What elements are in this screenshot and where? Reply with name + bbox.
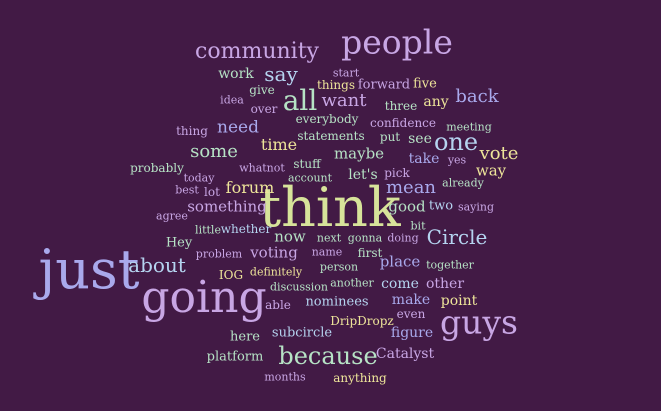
word-because: because xyxy=(278,342,378,370)
word-hey: Hey xyxy=(165,235,193,251)
word-start: start xyxy=(332,66,360,80)
word-give: give xyxy=(249,83,275,97)
word-anything: anything xyxy=(333,371,387,385)
word-take: take xyxy=(408,151,440,167)
word-people: people xyxy=(341,22,453,62)
word-able: able xyxy=(265,298,291,312)
word-guys: guys xyxy=(440,302,518,342)
word-put: put xyxy=(379,130,401,144)
word-person: person xyxy=(319,260,359,274)
word-think: think xyxy=(259,176,401,239)
word-see: see xyxy=(408,131,432,147)
word-everybody: everybody xyxy=(295,112,359,126)
word-now: now xyxy=(274,227,306,246)
word-about: about xyxy=(128,253,186,277)
word-best: best xyxy=(175,183,199,197)
word-need: need xyxy=(217,117,259,138)
word-two: two xyxy=(428,198,454,214)
word-pick: pick xyxy=(384,166,410,180)
word-meeting: meeting xyxy=(446,120,492,134)
word-maybe: maybe xyxy=(333,144,385,163)
word-any: any xyxy=(423,94,449,110)
word-together: together xyxy=(426,258,474,272)
word-back: back xyxy=(455,86,499,107)
word-subcircle: subcircle xyxy=(271,325,333,341)
word-little: little xyxy=(195,223,221,237)
word-bit: bit xyxy=(410,219,426,233)
word-probably: probably xyxy=(130,161,184,175)
word-idea: idea xyxy=(220,93,244,107)
word-stuff: stuff xyxy=(293,157,321,171)
word-going: going xyxy=(141,272,267,323)
word-lets: let's xyxy=(348,167,378,183)
word-just: just xyxy=(38,238,140,301)
word-here: here xyxy=(230,329,260,345)
word-say: say xyxy=(264,62,298,86)
word-account: account xyxy=(287,171,333,185)
word-forward: forward xyxy=(357,77,411,93)
word-three: three xyxy=(384,99,418,113)
word-next: next xyxy=(316,231,342,245)
word-over: over xyxy=(250,102,278,116)
word-saying: saying xyxy=(457,200,495,214)
word-name: name xyxy=(311,245,343,259)
word-months: months xyxy=(264,370,306,384)
word-things: things xyxy=(317,78,355,92)
word-discussion: discussion xyxy=(270,280,328,294)
word-platform: platform xyxy=(206,349,264,365)
word-dripdropz: DripDropz xyxy=(330,314,394,328)
word-lot: lot xyxy=(204,185,220,199)
word-other: other xyxy=(425,276,465,292)
word-today: today xyxy=(183,171,215,185)
word-something: something xyxy=(187,197,267,216)
word-agree: agree xyxy=(156,209,188,223)
word-nominees: nominees xyxy=(305,294,369,310)
word-yes: yes xyxy=(447,153,467,167)
word-vote: vote xyxy=(479,143,519,164)
word-make: make xyxy=(391,292,431,308)
word-whether: whether xyxy=(220,222,272,236)
word-already: already xyxy=(442,176,484,190)
word-five: five xyxy=(413,76,437,92)
word-problem: problem xyxy=(195,247,243,261)
word-forum: forum xyxy=(225,178,275,197)
word-first: first xyxy=(357,246,383,260)
word-definitely: definitely xyxy=(249,265,303,279)
word-another: another xyxy=(330,276,374,290)
word-gonna: gonna xyxy=(347,231,383,245)
word-one: one xyxy=(433,128,479,156)
word-statements: statements xyxy=(297,129,365,143)
word-iog: IOG xyxy=(218,268,244,282)
word-voting: voting xyxy=(250,243,298,262)
word-time: time xyxy=(260,135,298,154)
word-place: place xyxy=(379,252,421,271)
word-circle: Circle xyxy=(426,225,488,249)
word-want: want xyxy=(321,90,367,111)
word-even: even xyxy=(396,307,426,321)
word-doing: doing xyxy=(387,231,419,245)
word-point: point xyxy=(440,293,478,309)
word-all: all xyxy=(282,84,318,117)
word-work: work xyxy=(218,66,254,82)
word-thing: thing xyxy=(176,124,208,138)
word-some: some xyxy=(190,141,238,162)
word-good: good xyxy=(388,197,426,216)
word-come: come xyxy=(381,276,419,292)
word-catalyst: Catalyst xyxy=(375,346,435,362)
word-way: way xyxy=(475,161,507,180)
word-whatnot: whatnot xyxy=(239,161,285,175)
word-confidence: confidence xyxy=(369,116,437,130)
word-figure: figure xyxy=(390,325,434,341)
word-mean: mean xyxy=(385,177,437,198)
word-community: community xyxy=(195,39,319,64)
